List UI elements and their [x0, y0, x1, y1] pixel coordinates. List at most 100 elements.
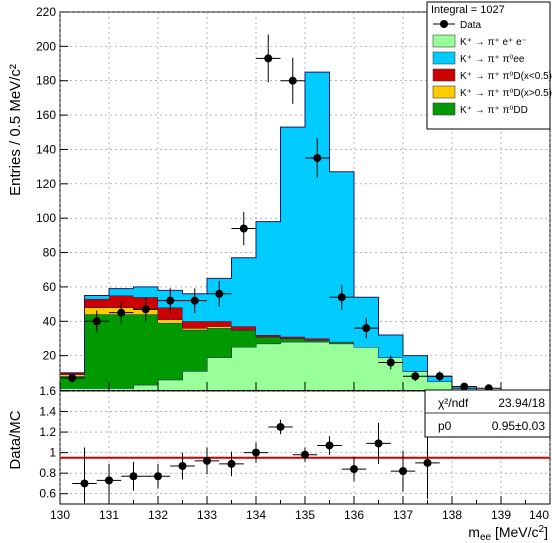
data-point: [109, 301, 134, 325]
y-tick-label: 220: [36, 5, 56, 19]
data-marker: [92, 317, 101, 326]
histogram-bar: [207, 321, 232, 327]
series-outline: [60, 71, 501, 391]
histogram-bar: [329, 341, 354, 344]
data-point: [207, 280, 232, 307]
histogram-bar: [280, 338, 305, 342]
legend-label: K⁺ → π⁺ π⁰ee: [460, 54, 525, 65]
data-marker: [68, 373, 77, 382]
x-tick-label: 136: [344, 508, 364, 522]
data-point: [133, 297, 158, 322]
ratio-points: [72, 419, 440, 504]
legend-swatch: [432, 102, 456, 116]
x-axis-label: mee [MeV/c2]: [468, 524, 548, 543]
histogram-bar: [329, 171, 354, 342]
histogram-bar: [84, 388, 109, 390]
ratio-point: [341, 456, 367, 482]
ratio-point: [317, 436, 342, 455]
x-tick-label: 140: [529, 508, 549, 522]
data-marker: [362, 324, 371, 333]
histogram-bar: [378, 335, 403, 358]
y-tick-label: 100: [36, 211, 56, 225]
ratio-y-ticks: 0.6 0.8 1 1.2 1.4 1.6: [39, 384, 68, 501]
y-tick-label: 1: [49, 446, 56, 460]
data-marker: [411, 372, 420, 381]
y-tick-label: 20: [43, 349, 57, 363]
ratio-marker: [203, 456, 211, 465]
x-tick-label: 135: [295, 508, 315, 522]
data-marker: [264, 54, 273, 63]
histogram-bar: [305, 341, 330, 390]
ratio-point: [72, 447, 97, 504]
ratio-point: [366, 422, 391, 464]
x-tick-label: 132: [148, 508, 168, 522]
fit-stats-box: χ²/ndf 23.94/18 p0 0.95±0.03: [424, 389, 551, 438]
histogram-bar: [305, 340, 330, 342]
ratio-marker: [129, 472, 138, 481]
histogram-bar: [84, 298, 109, 308]
ratio-marker: [154, 472, 162, 481]
ratio-point: [170, 452, 195, 480]
ratio-marker: [350, 465, 358, 474]
histogram-bar: [231, 257, 256, 327]
ratio-point: [390, 450, 416, 492]
ratio-point: [243, 442, 269, 463]
stacked-histogram: [60, 71, 501, 391]
histogram-bar: [182, 371, 207, 390]
series-pi0_dd: [60, 313, 501, 391]
x-ticks: 130 131 132 133 134 135 136 137 138 139 140: [50, 382, 551, 522]
data-marker: [337, 293, 346, 302]
histogram-bar: [182, 329, 207, 372]
histogram-bar: [133, 384, 158, 390]
y-tick-label: 1.6: [39, 384, 56, 398]
legend-marker: [440, 20, 448, 28]
legend-label: K⁺ → π⁺ π⁰D(x<0.5): [460, 71, 552, 82]
y-tick-label: 40: [43, 314, 57, 328]
y-tick-label: 120: [36, 177, 56, 191]
y-tick-label: 1.4: [39, 405, 56, 419]
x-tick-label: 133: [197, 508, 217, 522]
integral-label: Integral = 1027: [431, 4, 505, 16]
legend-item-pi_ee: K⁺ → π⁺ e⁺ e⁻: [432, 34, 527, 48]
data-marker: [288, 76, 297, 85]
data-point: [84, 310, 109, 333]
data-point: [182, 288, 207, 314]
histogram-bar: [60, 388, 85, 390]
histogram-bar: [256, 343, 281, 390]
data-point: [60, 373, 85, 383]
data-marker: [435, 372, 444, 381]
histogram-bar: [109, 314, 134, 389]
y-tick-label: 1.2: [39, 425, 56, 439]
legend-label: K⁺ → π⁺ π⁰DD: [460, 105, 528, 116]
legend-label: K⁺ → π⁺ e⁺ e⁻: [460, 37, 527, 48]
histogram-bar: [256, 221, 281, 336]
histogram-bar: [280, 127, 305, 337]
data-marker: [141, 305, 150, 314]
histogram-bar: [84, 295, 109, 299]
data-point: [256, 34, 281, 83]
legend-swatch: [432, 51, 456, 65]
ratio-marker: [252, 448, 260, 457]
legend-item-pi0_dd: K⁺ → π⁺ π⁰DD: [432, 102, 528, 116]
ratio-point: [219, 451, 244, 477]
data-point: [378, 355, 403, 370]
y-tick-label: 160: [36, 108, 56, 122]
main-y-ticks: 20 40 60 80 100 120 140 160 180 200 220: [36, 5, 68, 363]
data-points: [60, 34, 501, 393]
data-point: [158, 288, 183, 314]
data-marker: [386, 358, 395, 367]
ratio-marker: [301, 450, 309, 459]
data-marker: [117, 308, 126, 317]
data-point: [305, 138, 330, 178]
legend-item-pi0_d_hi: K⁺ → π⁺ π⁰D(x>0.5): [432, 85, 552, 99]
legend-item-pi0_d_lo: K⁺ → π⁺ π⁰D(x<0.5): [432, 68, 552, 82]
histogram-bar: [207, 357, 232, 390]
legend-item-pi0_ee: K⁺ → π⁺ π⁰ee: [432, 51, 525, 65]
histogram-bar: [133, 314, 158, 385]
histogram-bar: [329, 343, 354, 390]
ratio-point: [194, 447, 220, 475]
y-tick-label: 0.8: [39, 466, 56, 480]
ratio-point: [145, 463, 171, 489]
histogram-bar: [133, 286, 158, 298]
